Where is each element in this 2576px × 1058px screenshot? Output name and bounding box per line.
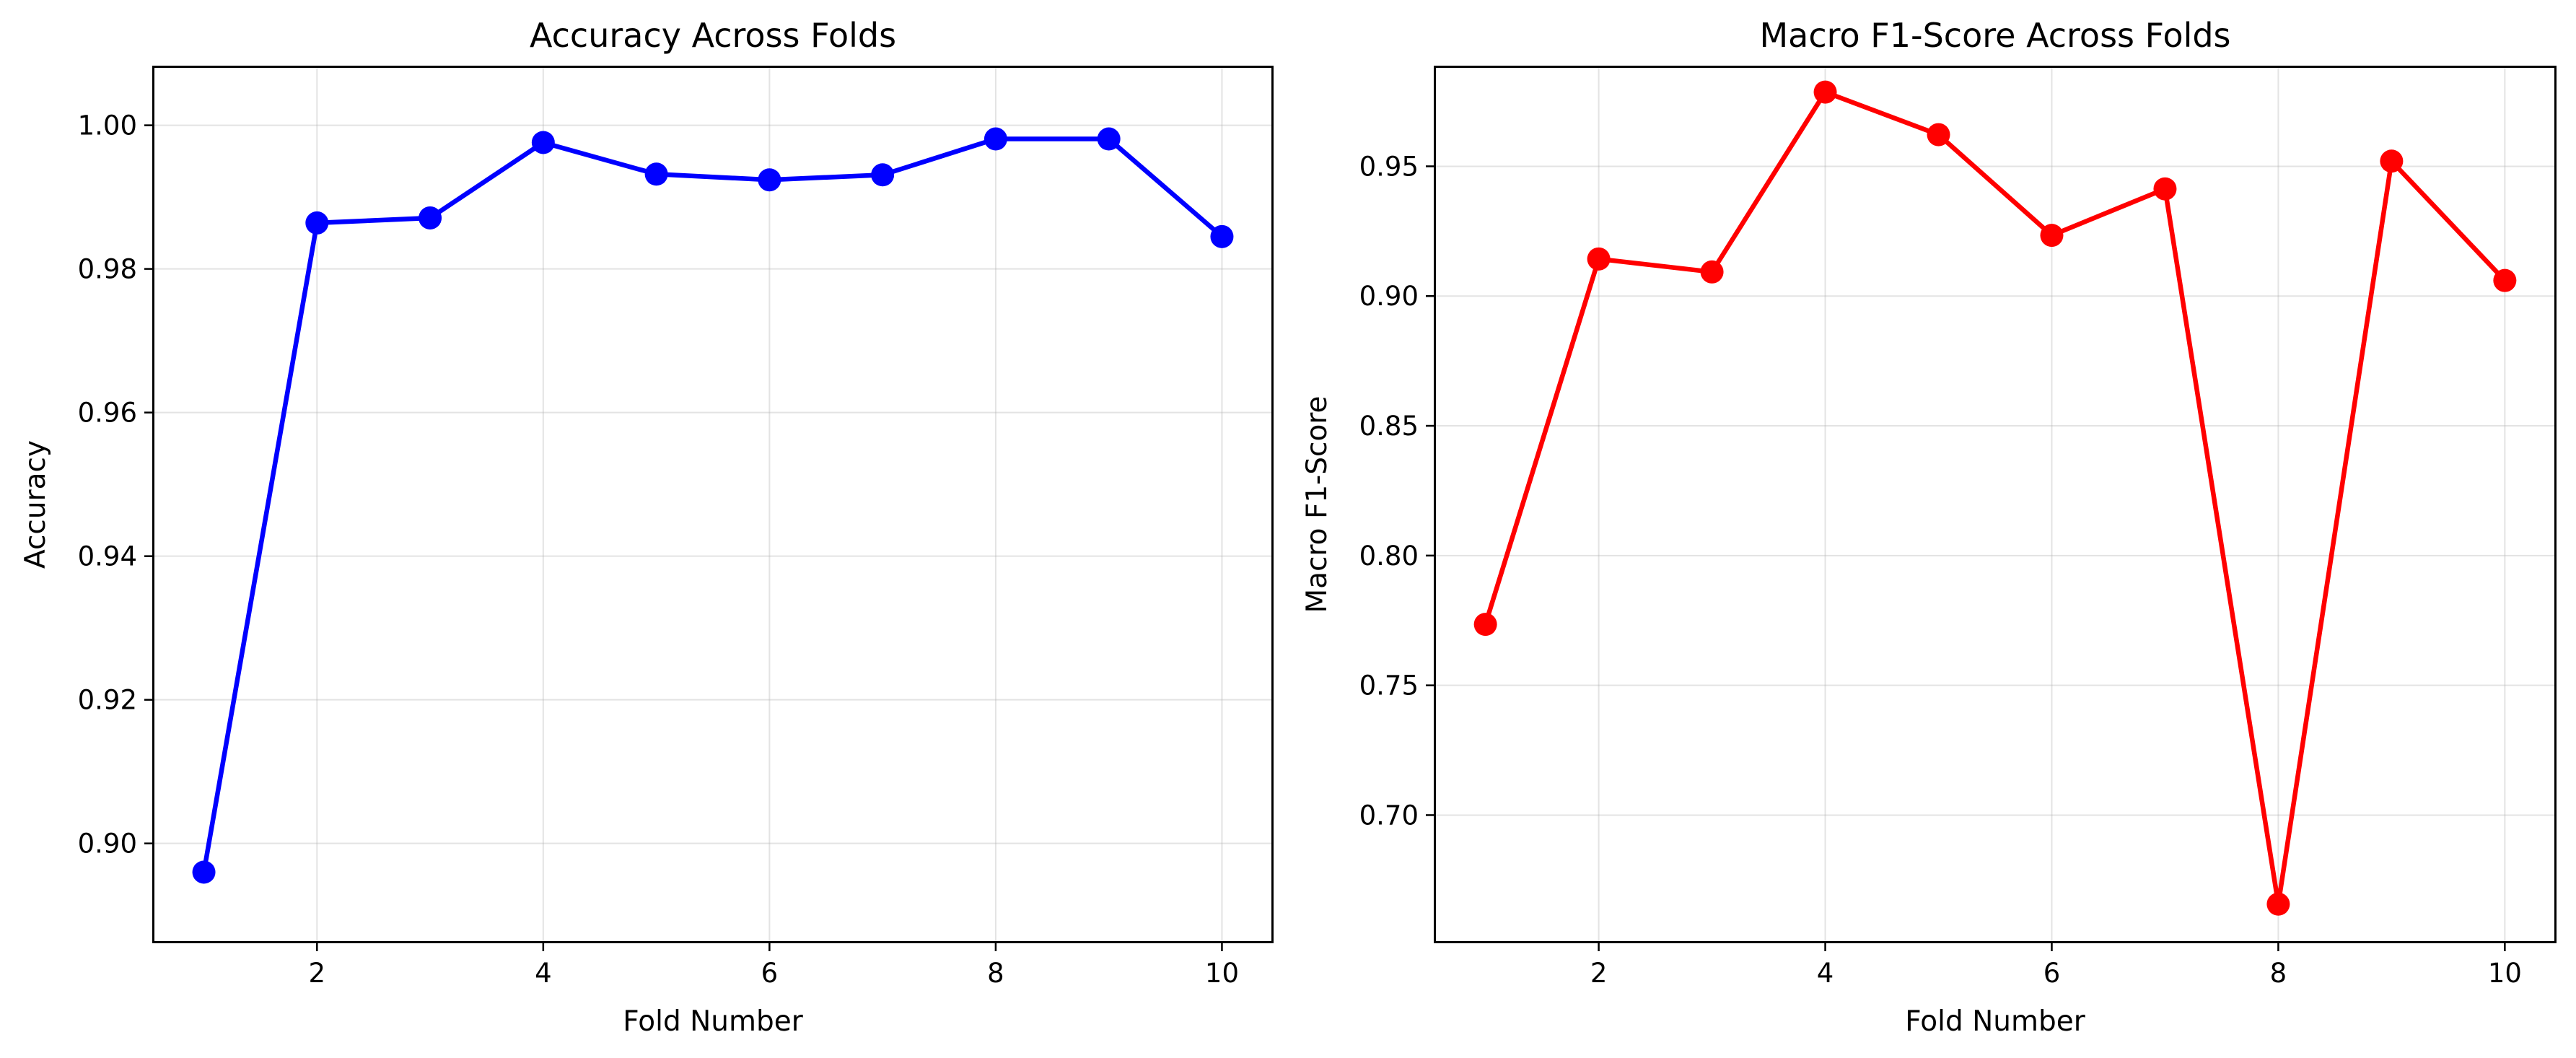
data-point xyxy=(2040,224,2064,248)
data-point xyxy=(1587,247,1611,271)
axis-ticks: 2 4 6 8 10 0.90 0.92 0.94 0.96 0.98 1.00 xyxy=(78,110,1239,989)
x-tick-label: 2 xyxy=(309,958,326,989)
data-point xyxy=(2380,149,2404,173)
data-point xyxy=(1097,127,1121,151)
y-axis-label: Macro F1-Score xyxy=(1301,396,1333,613)
x-tick-label: 6 xyxy=(761,958,779,989)
y-tick-label: 0.70 xyxy=(1359,800,1419,831)
y-tick-label: 0.92 xyxy=(78,685,137,716)
grid xyxy=(153,66,1273,943)
data-point xyxy=(644,162,668,186)
data-point xyxy=(2493,268,2517,292)
data-point xyxy=(2153,177,2177,201)
x-tick-label: 6 xyxy=(2043,958,2061,989)
y-axis-label: Accuracy xyxy=(19,440,52,569)
y-tick-label: 0.94 xyxy=(78,541,137,572)
data-point xyxy=(1210,224,1234,248)
data-point xyxy=(1927,123,1950,147)
x-tick-label: 4 xyxy=(1817,958,1834,989)
y-tick-label: 0.95 xyxy=(1359,151,1419,182)
x-tick-label: 8 xyxy=(2270,958,2287,989)
x-tick-label: 4 xyxy=(535,958,552,989)
series-lines xyxy=(201,136,1226,875)
data-point xyxy=(419,206,442,229)
y-tick-label: 0.98 xyxy=(78,254,137,285)
y-tick-label: 0.85 xyxy=(1359,411,1419,442)
y-tick-label: 0.80 xyxy=(1359,541,1419,572)
x-tick-label: 10 xyxy=(2488,958,2522,989)
data-point xyxy=(192,860,216,884)
data-point xyxy=(871,163,895,187)
y-tick-label: 0.90 xyxy=(78,829,137,860)
series-line xyxy=(201,136,1226,875)
data-point xyxy=(758,168,781,192)
y-tick-label: 0.75 xyxy=(1359,670,1419,701)
axis-ticks: 2 4 6 8 10 0.70 0.75 0.80 0.85 0.90 0.95 xyxy=(1359,151,2522,989)
plot-frame xyxy=(1434,66,2557,943)
accuracy-chart: Accuracy Across Folds 2 4 6 8 10 0.90 0.92 0.94… xyxy=(19,16,1274,1038)
series-lines xyxy=(1482,89,2508,907)
macro-f1-chart: Macro F1-Score Across Folds 2 4 6 8 10 0.70 0.… xyxy=(1301,16,2557,1038)
data-point xyxy=(1700,260,1724,284)
data-markers xyxy=(1473,80,2517,916)
data-point xyxy=(531,131,555,154)
data-point xyxy=(305,211,329,235)
plot-frame xyxy=(152,66,1274,943)
x-tick-label: 2 xyxy=(1590,958,1608,989)
y-tick-label: 1.00 xyxy=(78,110,137,141)
x-axis-label: Fold Number xyxy=(623,1005,804,1038)
data-point xyxy=(1473,613,1497,637)
chart-title: Accuracy Across Folds xyxy=(530,16,896,55)
x-axis-label: Fold Number xyxy=(1905,1005,2086,1038)
x-tick-label: 10 xyxy=(1205,958,1239,989)
series-line xyxy=(1482,89,2508,907)
chart-title: Macro F1-Score Across Folds xyxy=(1759,16,2230,55)
y-tick-label: 0.96 xyxy=(78,398,137,429)
data-point xyxy=(983,127,1007,151)
data-markers xyxy=(192,127,1234,884)
y-tick-label: 0.90 xyxy=(1359,281,1419,312)
data-point xyxy=(1813,80,1837,104)
data-point xyxy=(2266,892,2290,916)
x-tick-label: 8 xyxy=(987,958,1004,989)
